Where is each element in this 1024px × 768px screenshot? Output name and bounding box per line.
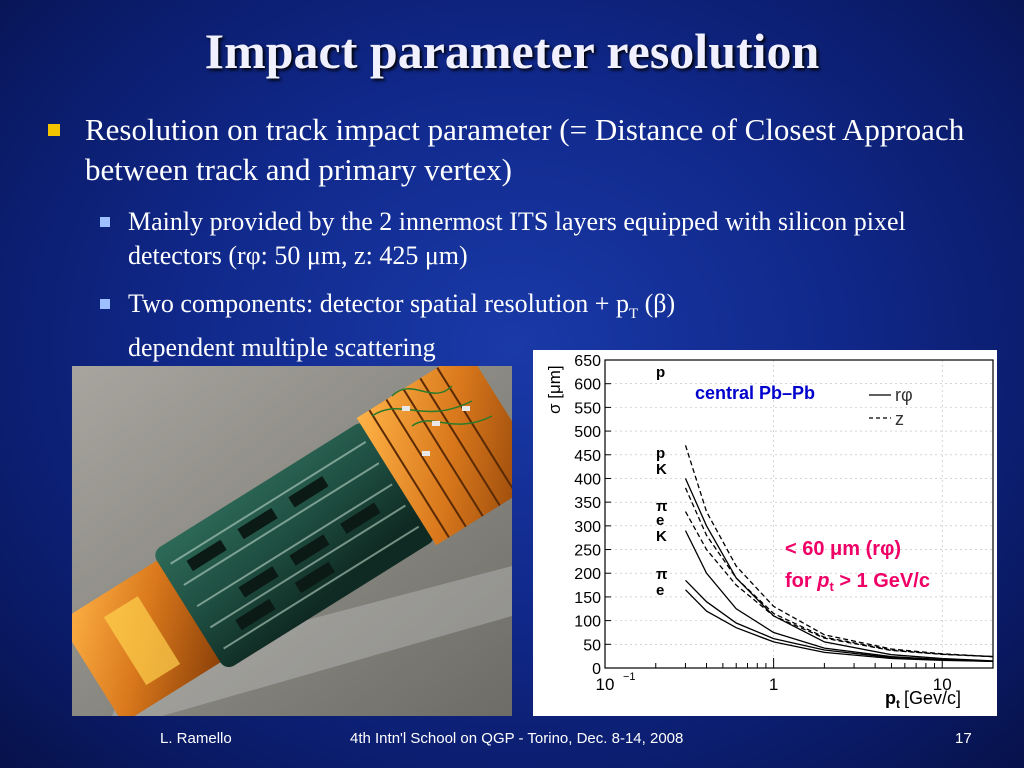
y-tick-label: 300 (574, 519, 601, 536)
y-axis-label: σ [μm] (545, 365, 564, 414)
x-tick-label: 1 (769, 675, 778, 694)
y-tick-label: 200 (574, 566, 601, 583)
y-tick-label: 250 (574, 543, 601, 560)
y-tick-label: 500 (574, 424, 601, 441)
y-tick-label: 450 (574, 448, 601, 465)
particle-label-pi: π (656, 498, 668, 515)
x-axis-label: pt [Gev/c] (885, 688, 961, 711)
y-tick-label: 100 (574, 614, 601, 631)
sub-bullet-square-icon (100, 217, 110, 227)
x-tick-label: 10 (933, 675, 952, 694)
resolution-chart-svg: 0 50 100 150 200 250 300 350 400 450 500 550 600 650 1… (533, 350, 997, 716)
y-tick-label: 350 (574, 495, 601, 512)
components-text-line2: dependent multiple scattering (128, 333, 436, 363)
plot-frame (604, 359, 994, 669)
particle-label-p-top: p (656, 364, 665, 381)
annotation-line-1: < 60 μm (rφ) (785, 538, 901, 560)
particle-label-k-2: K (656, 528, 667, 545)
pt-subscript: T (628, 306, 639, 323)
slide-title: Impact parameter resolution (204, 23, 820, 79)
x-tick-label: 10 (596, 675, 615, 694)
series-line-3 (684, 511, 994, 658)
annotation-line-2: for pt > 1 GeV/c (785, 570, 930, 594)
particle-label-pi-2: π (656, 566, 668, 583)
footer-page-number: 17 (955, 730, 972, 747)
y-tick-label: 400 (574, 471, 601, 488)
series-line-7 (685, 589, 994, 663)
detector-photo (72, 366, 512, 716)
sub-bullet-square-icon (100, 299, 110, 309)
y-tick-label: 550 (574, 400, 601, 417)
legend-header: central Pb–Pb (695, 383, 815, 403)
legend-solid-label: rφ (895, 385, 913, 405)
components-text-pre: Two components: detector spatial resolut… (128, 289, 629, 318)
y-tick-label: 0 (592, 661, 601, 678)
sub-bullet-pixel-text: Mainly provided by the 2 innermost ITS l… (128, 207, 906, 270)
bullet-main-text: Resolution on track impact parameter (= … (85, 112, 965, 187)
sub-bullet-components-text: Two components: detector spatial resolut… (128, 287, 980, 365)
bullet-main: Resolution on track impact parameter (= … (48, 110, 978, 190)
y-tick-label: 50 (583, 637, 601, 654)
legend-dashed-label: z (895, 409, 904, 429)
sub-bullet-components: Two components: detector spatial resolut… (100, 287, 980, 365)
particle-label-k: K (656, 461, 667, 478)
pixel-detector-image (72, 366, 512, 716)
series-line-4 (684, 478, 994, 662)
bullet-square-icon (48, 124, 60, 136)
y-tick-label: 600 (574, 377, 601, 394)
components-text-post: (β) (638, 289, 676, 318)
sub-bullet-pixel-detectors: Mainly provided by the 2 innermost ITS l… (100, 205, 980, 273)
resolution-chart: 0 50 100 150 200 250 300 350 400 450 500 550 600 650 1… (533, 350, 997, 716)
particle-label-e-2: e (656, 582, 664, 599)
y-tick-label: 650 (574, 353, 601, 370)
y-tick-label: 150 (574, 590, 601, 607)
particle-label-e: e (656, 512, 664, 529)
footer-author: L. Ramello (160, 730, 232, 747)
x-tick-exponent: −1 (623, 671, 636, 683)
particle-label-p: p (656, 445, 665, 462)
footer-event: 4th Intn'l School on QGP - Torino, Dec. … (350, 730, 684, 747)
chart-background (533, 350, 997, 716)
